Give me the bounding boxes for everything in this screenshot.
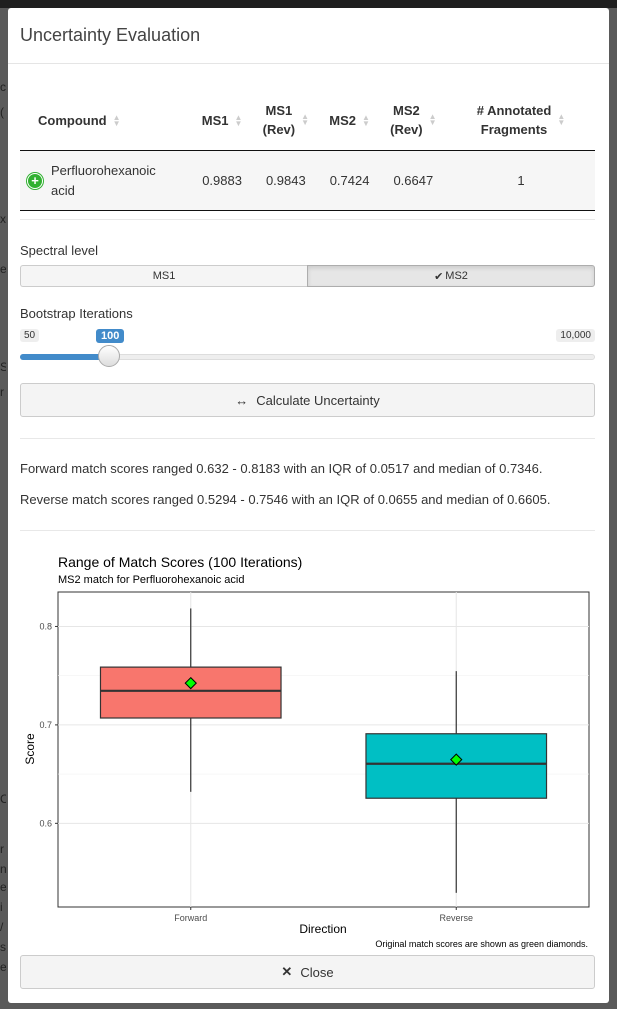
box-forward <box>99 608 282 792</box>
modal-title: Uncertainty Evaluation <box>20 25 201 45</box>
slider-value-label: 100 <box>96 329 125 343</box>
background-text: ( <box>0 105 4 119</box>
divider <box>20 438 595 439</box>
background-text: e <box>0 262 6 276</box>
background-text: s <box>0 940 6 954</box>
calculate-label: Calculate Uncertainty <box>256 392 380 408</box>
modal-header: Uncertainty Evaluation <box>8 8 609 64</box>
arrows-horizontal-icon: ↔ <box>235 392 249 408</box>
chart-caption: Original match scores are shown as green… <box>375 939 588 949</box>
sort-icon: ▲ ▼ <box>557 112 566 127</box>
y-tick-label: 0.7 <box>39 720 52 730</box>
background-text: x <box>0 212 6 226</box>
spectral-level-label: Spectral level <box>20 243 99 258</box>
chart-title: Range of Match Scores (100 Iterations) <box>58 554 302 570</box>
sort-icon: ▲ ▼ <box>112 113 121 129</box>
uncertainty-modal: Uncertainty Evaluation Compound ▲ ▼ MS1 ▲ ▼ … <box>8 8 609 1003</box>
divider <box>20 530 595 531</box>
slider-fill <box>20 354 110 360</box>
spectral-level-toggle: MS1 ✔ MS2 <box>20 265 595 287</box>
close-label: Close <box>300 964 334 980</box>
slider-min-label: 50 <box>20 329 40 342</box>
boxes <box>99 608 548 893</box>
y-tick-label: 0.6 <box>39 818 52 828</box>
bootstrap-label: Bootstrap Iterations <box>20 306 133 321</box>
slider-max-label: 10,000 <box>556 329 595 342</box>
original-score-diamond <box>450 753 463 766</box>
cell-ms1-rev: 0.9843 <box>252 150 320 211</box>
background-text: e <box>0 880 6 894</box>
reverse-summary: Reverse match scores ranged 0.5294 - 0.7… <box>20 492 551 507</box>
background-text: r <box>0 385 4 399</box>
background-text: C <box>0 792 6 806</box>
slider-handle[interactable] <box>98 345 120 367</box>
col-ms2[interactable]: MS2 ▲ ▼ <box>319 90 380 151</box>
chart-subtitle: MS2 match for Perfluorohexanoic acid <box>58 574 244 586</box>
background-text: i <box>0 900 3 914</box>
background-text: S <box>0 360 6 374</box>
spectral-option-ms1[interactable]: MS1 <box>20 265 307 287</box>
x-tick-label: Forward <box>174 913 207 923</box>
col-ms1-rev[interactable]: MS1 (Rev)▲ ▼ <box>252 90 320 151</box>
col-ms1[interactable]: MS1 ▲ ▼ <box>192 90 253 151</box>
background-text: r <box>0 842 4 856</box>
col-compound[interactable]: Compound ▲ ▼ <box>20 90 192 151</box>
original-score-diamond <box>184 676 197 690</box>
expand-plus-icon[interactable]: + <box>27 172 43 189</box>
box-rect <box>99 666 282 719</box>
cell-compound: + Perfluorohexanoic acid <box>20 150 192 211</box>
col-ms2-rev[interactable]: MS2 (Rev)▲ ▼ <box>379 90 447 151</box>
calculate-uncertainty-button[interactable]: ↔ Calculate Uncertainty <box>20 383 595 417</box>
col-fragments[interactable]: # Annotated Fragments▲ ▼ <box>447 90 595 151</box>
x-axis-title: Direction <box>299 922 346 936</box>
table-row[interactable]: + Perfluorohexanoic acid 0.9883 0.9843 0.… <box>20 150 595 211</box>
sort-icon: ▲ ▼ <box>361 113 370 129</box>
close-button[interactable]: ✕ Close <box>20 955 595 989</box>
sort-icon: ▲ ▼ <box>234 113 243 129</box>
box-rect <box>365 733 548 799</box>
check-icon: ✔ <box>434 270 444 283</box>
background-text: n <box>0 862 6 876</box>
cell-fragments: 1 <box>447 150 595 211</box>
cell-ms2-rev: 0.6647 <box>379 150 447 211</box>
y-tick-label: 0.8 <box>39 621 52 631</box>
y-axis-title: Score <box>23 733 37 765</box>
sort-icon: ▲ ▼ <box>428 112 437 127</box>
forward-summary: Forward match scores ranged 0.632 - 0.81… <box>20 461 543 476</box>
cell-ms1: 0.9883 <box>192 150 253 211</box>
box-reverse <box>365 671 548 893</box>
cell-ms2: 0.7424 <box>319 150 380 211</box>
x-tick-label: Reverse <box>439 913 473 923</box>
background-text: c <box>0 80 6 94</box>
close-icon: ✕ <box>281 964 293 979</box>
background-text: e <box>0 960 6 974</box>
sort-icon: ▲ ▼ <box>301 112 310 127</box>
boxplot-chart: Range of Match Scores (100 Iterations) M… <box>23 554 590 949</box>
compound-table: Compound ▲ ▼ MS1 ▲ ▼ MS1 (Rev)▲ ▼ MS2 ▲ ▼ MS2 (Re… <box>20 90 595 211</box>
top-bar <box>0 0 617 8</box>
y-axis: 0.6 0.7 0.8 <box>39 621 58 828</box>
spectral-option-ms2[interactable]: ✔ MS2 <box>307 265 595 287</box>
divider <box>20 219 595 220</box>
background-text: / <box>0 920 4 934</box>
x-axis: Forward Reverse <box>174 907 473 923</box>
